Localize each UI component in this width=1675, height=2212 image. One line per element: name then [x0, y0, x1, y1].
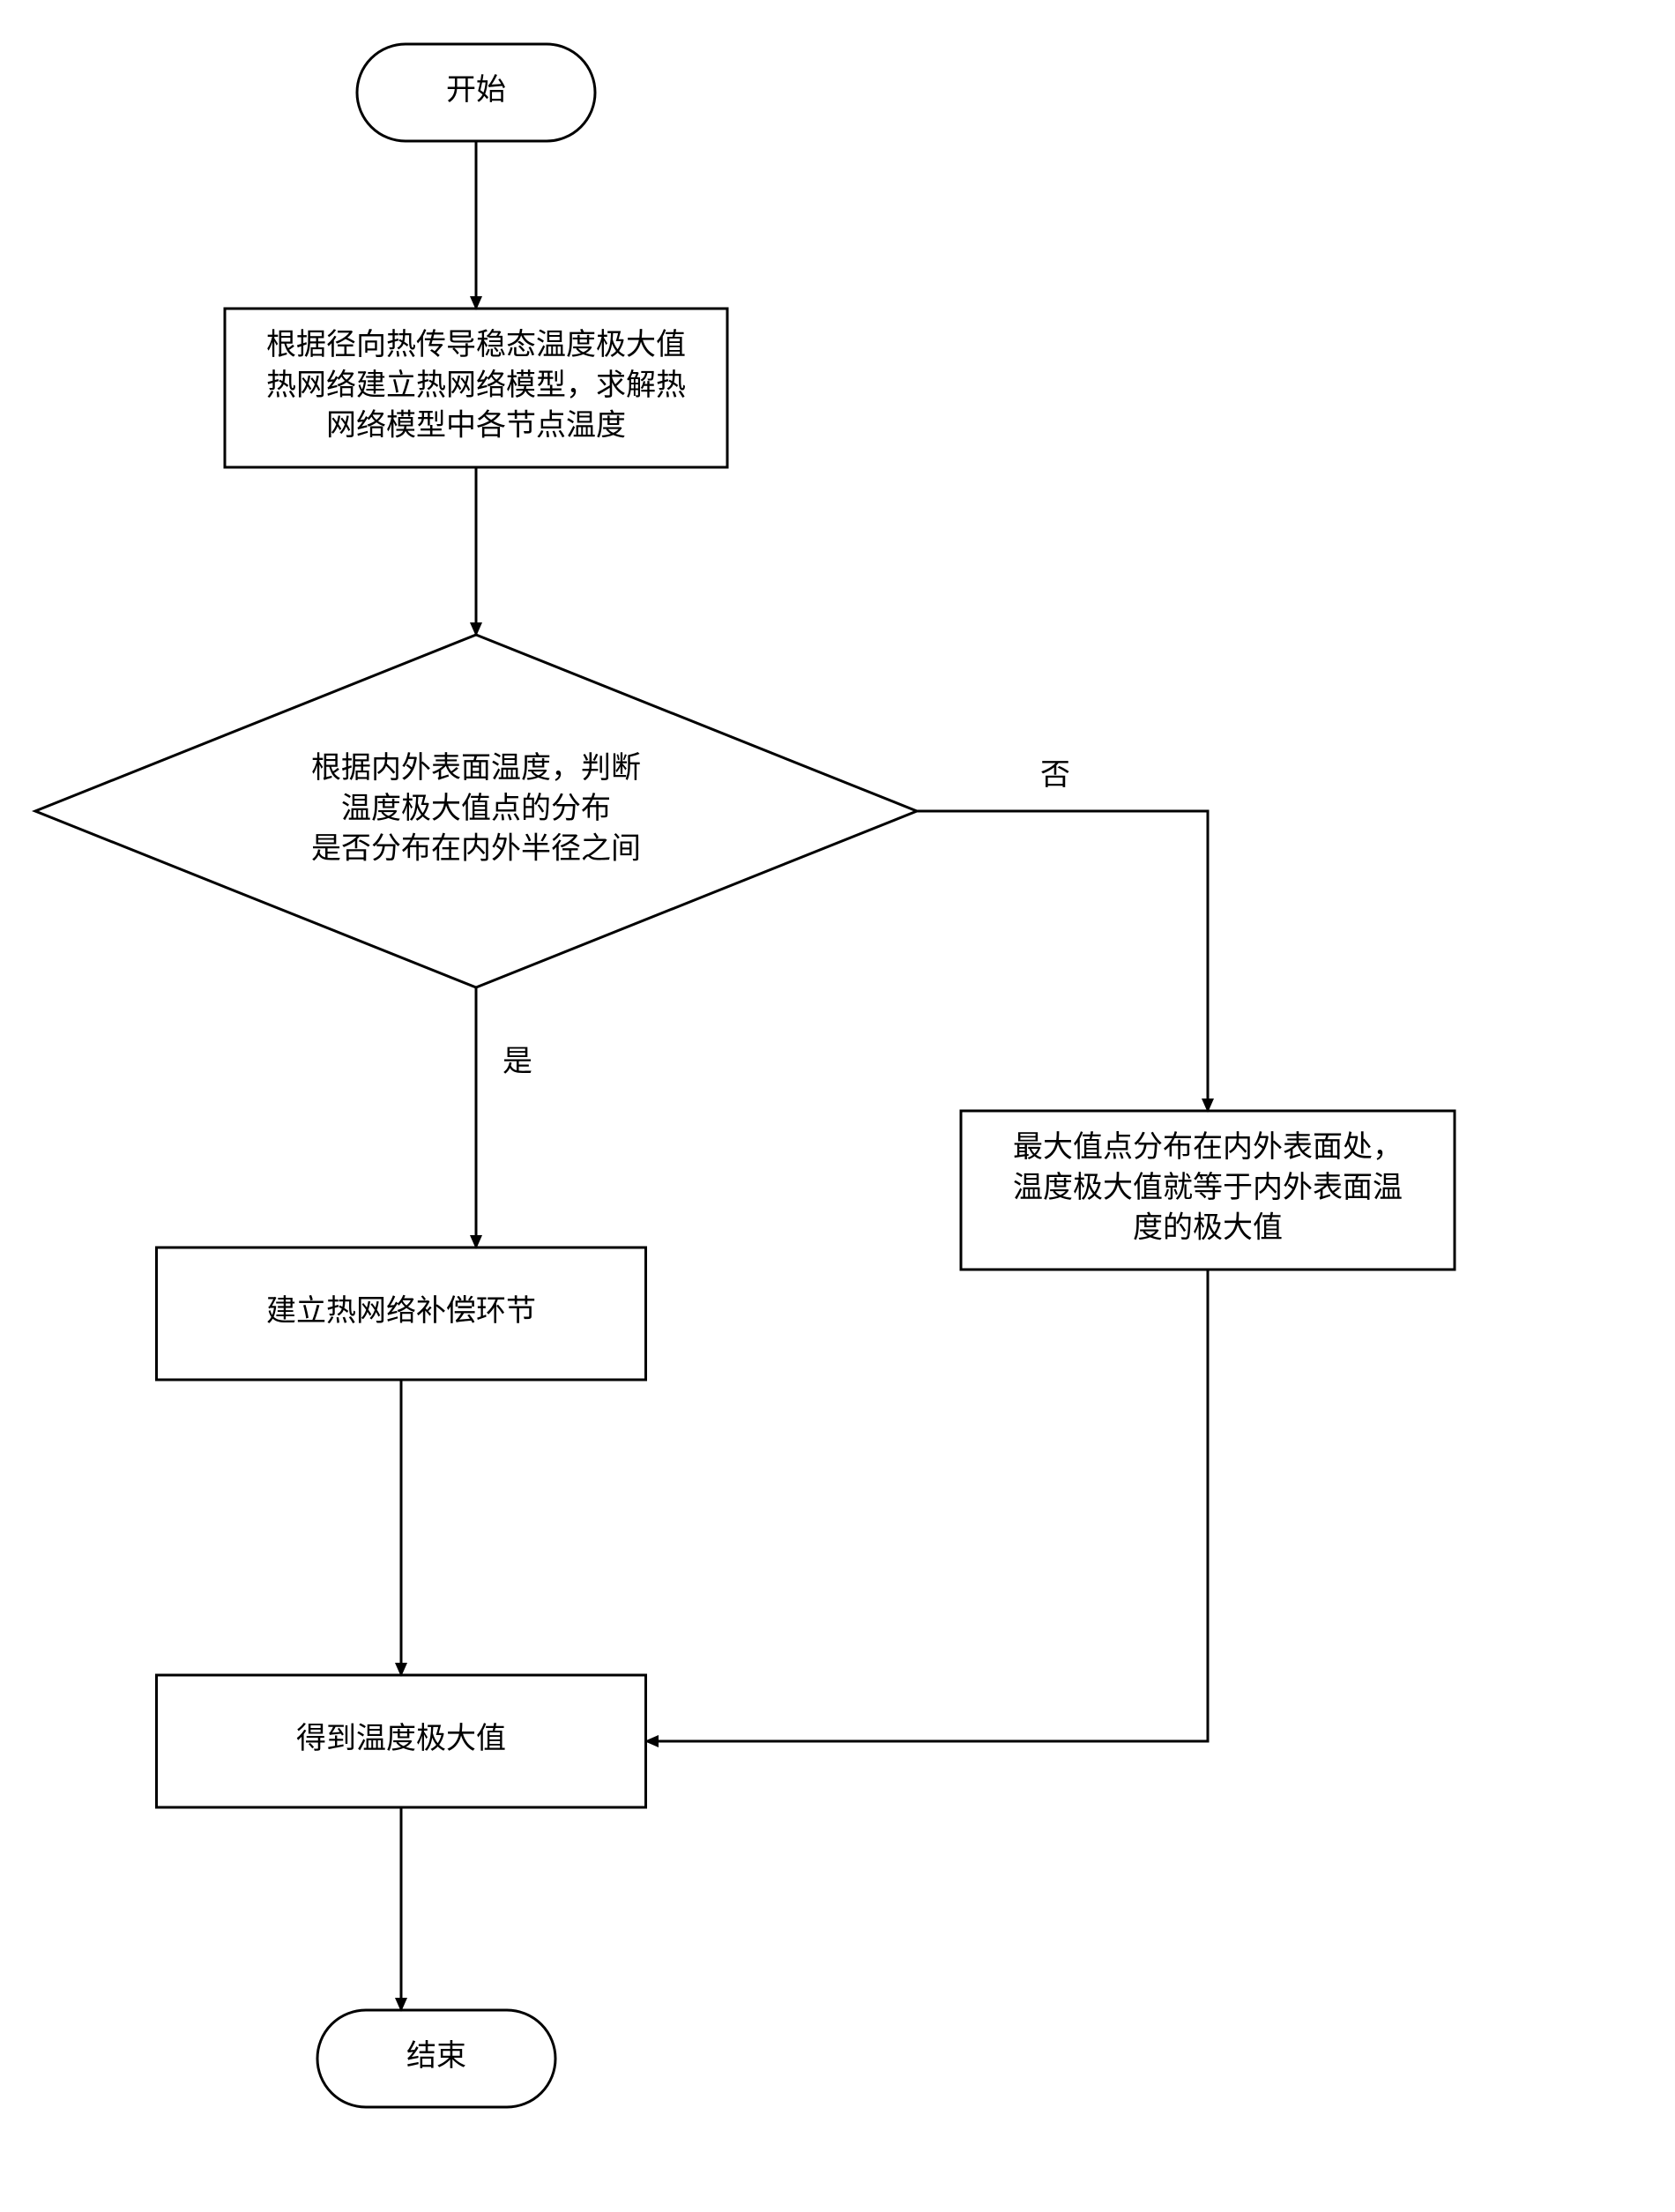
noBranch-text-line-1: 温度极大值就等于内外表面温	[1013, 1171, 1403, 1204]
edge-no-to-result	[646, 1270, 1208, 1741]
flowchart-canvas: 开始根据径向热传导稳态温度极大值热网络建立热网络模型，求解热网络模型中各节点温度…	[0, 0, 1675, 2212]
node-result: 得到温度极大值	[157, 1675, 646, 1807]
decision-text-line-1: 温度极大值点的分布	[341, 792, 611, 825]
nodes-layer: 开始根据径向热传导稳态温度极大值热网络建立热网络模型，求解热网络模型中各节点温度…	[35, 44, 1455, 2107]
buildModel-text-line-2: 网络模型中各节点温度	[326, 409, 626, 443]
label-no: 否	[1040, 759, 1070, 792]
node-compensate: 建立热网络补偿环节	[157, 1248, 646, 1380]
node-noBranch: 最大值点分布在内外表面处， 温度极大值就等于内外表面温度的极大值	[961, 1111, 1455, 1270]
compensate-text-line-0: 建立热网络补偿环节	[266, 1294, 536, 1328]
decision-text-line-2: 是否分布在内外半径之间	[311, 832, 641, 866]
label-yes: 是	[502, 1046, 532, 1078]
buildModel-text-line-0: 根据径向热传导稳态温度极大值	[266, 328, 686, 361]
result-text-line-0: 得到温度极大值	[296, 1722, 506, 1755]
noBranch-text-line-2: 度的极大值	[1133, 1211, 1283, 1245]
node-decision: 根据内外表面温度，判断温度极大值点的分布是否分布在内外半径之间	[35, 635, 917, 987]
node-end: 结束	[317, 2010, 555, 2107]
decision-text-line-0: 根据内外表面温度，判断	[311, 751, 641, 785]
node-buildModel: 根据径向热传导稳态温度极大值热网络建立热网络模型，求解热网络模型中各节点温度	[225, 309, 727, 467]
edge-decision-no	[917, 811, 1208, 1111]
noBranch-text-line-0: 最大值点分布在内外表面处，	[1013, 1130, 1403, 1164]
buildModel-text-line-1: 热网络建立热网络模型，求解热	[266, 369, 686, 402]
end-text-line-0: 结束	[406, 2039, 466, 2073]
start-text-line-0: 开始	[446, 73, 506, 107]
node-start: 开始	[357, 44, 595, 141]
